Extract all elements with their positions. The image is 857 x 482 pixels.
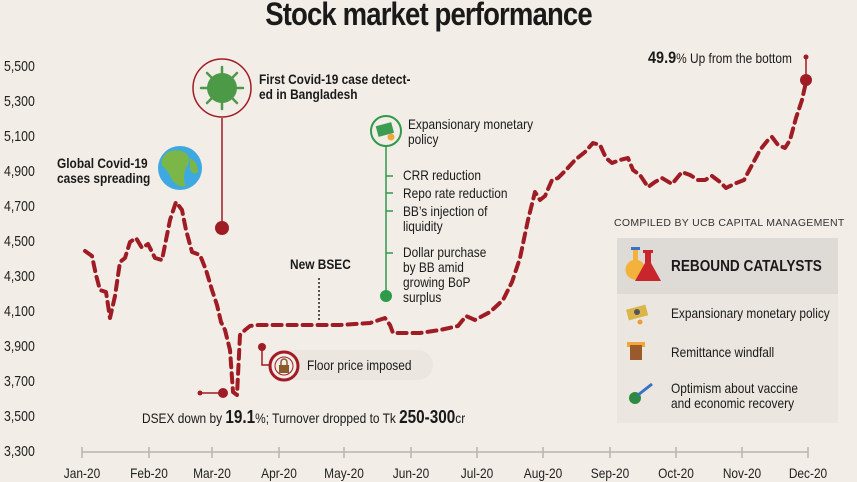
dsex-down-label: DSEX down by 19.1%; Turnover dropped to … bbox=[142, 407, 466, 427]
remittance-icon bbox=[627, 342, 645, 360]
x-tick: Feb-20 bbox=[130, 465, 168, 481]
compiled-by: COMPILED BY UCB CAPITAL MANAGEMENT bbox=[614, 217, 845, 229]
money-icon bbox=[375, 122, 395, 141]
chart-title: Stock market performance bbox=[265, 0, 592, 32]
y-tick: 3,900 bbox=[4, 338, 35, 355]
monetary-timeline bbox=[385, 146, 393, 296]
y-tick: 5,500 bbox=[4, 58, 35, 75]
catalyst-item: Remittance windfall bbox=[671, 344, 775, 360]
x-tick: Jul-20 bbox=[460, 465, 494, 481]
x-tick: Oct-20 bbox=[658, 465, 694, 481]
y-tick: 4,100 bbox=[4, 303, 35, 320]
x-tick: Jan-20 bbox=[63, 465, 101, 481]
peak-marker bbox=[800, 54, 812, 86]
y-tick: 3,500 bbox=[4, 408, 35, 425]
monetary-item: Dollar purchase by BB amid growing BoP s… bbox=[403, 244, 487, 305]
y-tick: 4,500 bbox=[4, 233, 35, 250]
x-tick: Dec-20 bbox=[788, 465, 828, 481]
x-tick: Jun-20 bbox=[392, 465, 430, 481]
x-tick: Sep-20 bbox=[590, 465, 630, 481]
y-tick: 3,700 bbox=[4, 373, 35, 390]
x-tick: Mar-20 bbox=[193, 465, 231, 481]
floor-price-marker bbox=[258, 343, 300, 382]
catalysts-header bbox=[617, 238, 838, 294]
dsex-down-marker bbox=[197, 388, 228, 398]
x-tick: Aug-20 bbox=[523, 465, 563, 481]
x-tick: May-20 bbox=[324, 465, 364, 481]
vaccine-icon bbox=[629, 382, 653, 404]
monetary-item: BB’s injection of liquidity bbox=[403, 203, 488, 234]
virus-icon bbox=[199, 65, 245, 111]
new-bsec-label: New BSEC bbox=[290, 256, 351, 272]
up-from-bottom-label: 49.9% Up from the bottom bbox=[648, 48, 792, 67]
catalyst-item: Optimism about vaccine and economic reco… bbox=[671, 380, 798, 411]
x-tick: Apr-20 bbox=[261, 465, 297, 481]
y-tick: 5,300 bbox=[4, 93, 35, 110]
floor-price-pill bbox=[278, 350, 433, 380]
catalyst-item: Expansionary monetary policy bbox=[671, 305, 830, 321]
money-icon bbox=[626, 304, 649, 325]
x-tick: Nov-20 bbox=[722, 465, 762, 481]
x-axis bbox=[81, 447, 809, 458]
y-tick: 4,900 bbox=[4, 163, 35, 180]
first-case-label: First Covid-19 case detect- ed in Bangla… bbox=[259, 71, 411, 102]
y-tick: 4,700 bbox=[4, 198, 35, 215]
catalysts-heading: REBOUND CATALYSTS bbox=[671, 258, 822, 275]
flask-icon bbox=[625, 247, 661, 281]
monetary-item: CRR reduction bbox=[403, 167, 482, 183]
y-tick: 3,300 bbox=[4, 443, 35, 460]
floor-price-label: Floor price imposed bbox=[307, 357, 412, 373]
global-covid-label: Global Covid-19 cases spreading bbox=[57, 155, 151, 186]
dsex-line bbox=[83, 80, 808, 397]
monetary-item: Repo rate reduction bbox=[403, 185, 508, 201]
y-tick: 4,300 bbox=[4, 268, 35, 285]
y-tick: 5,100 bbox=[4, 128, 35, 145]
globe-icon bbox=[158, 146, 202, 190]
lock-icon bbox=[279, 365, 289, 373]
monetary-heading: Expansionary monetary policy bbox=[408, 116, 534, 147]
virus-icon-marker bbox=[192, 58, 252, 235]
